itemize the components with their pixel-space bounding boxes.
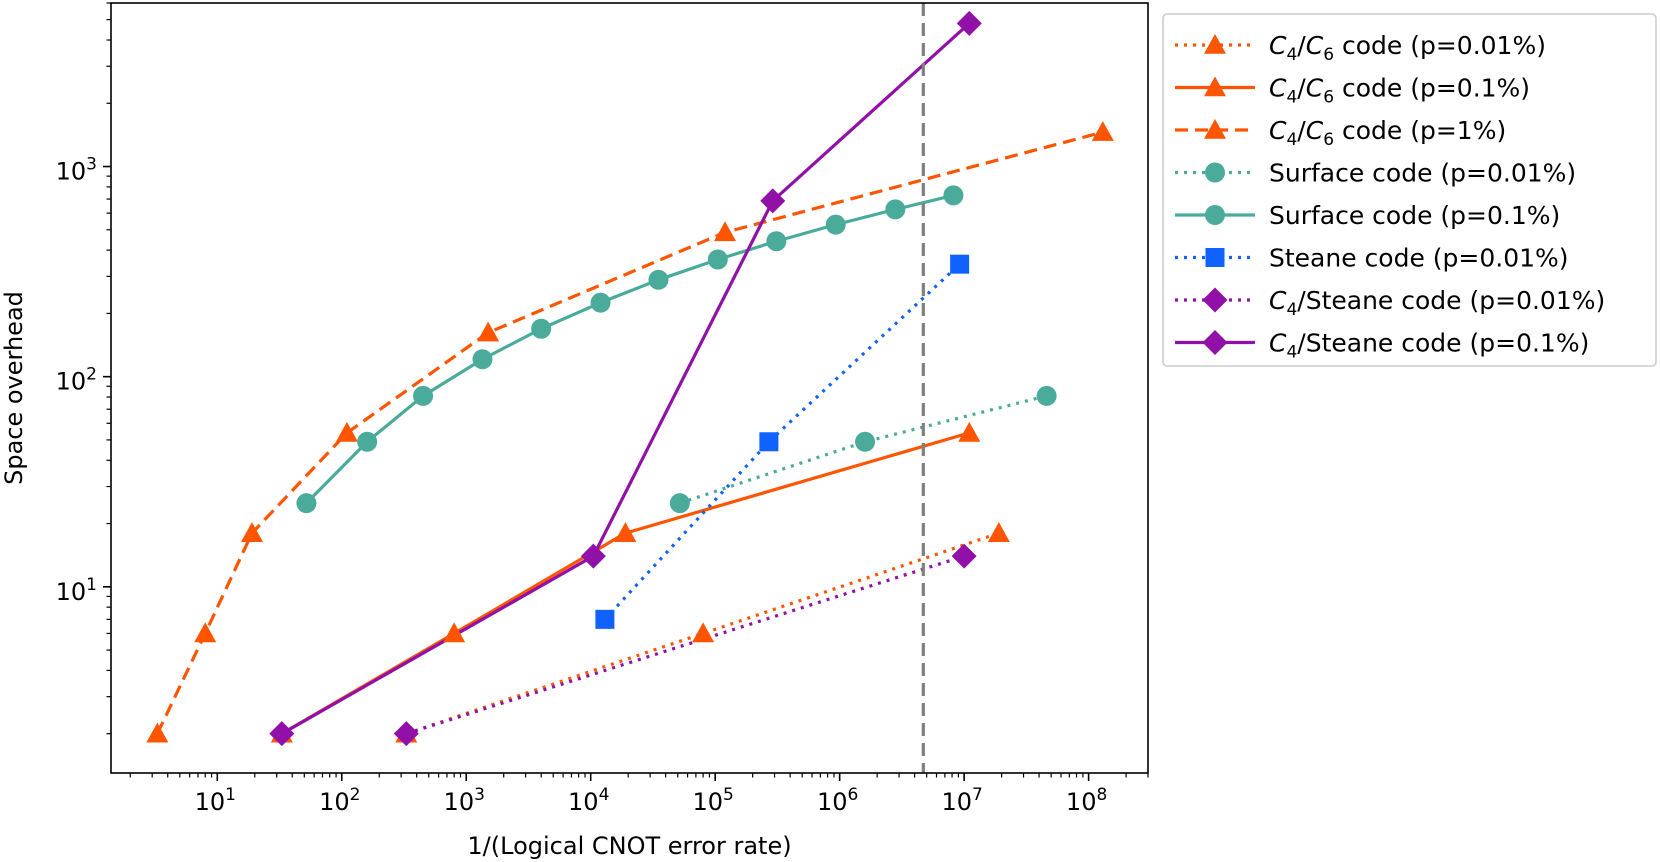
data-point xyxy=(714,221,737,242)
legend-label: C4/C6 code (p=0.01%) xyxy=(1269,31,1546,65)
series-line xyxy=(305,193,954,505)
series-line xyxy=(679,394,1048,505)
data-point xyxy=(335,421,358,442)
data-point xyxy=(760,188,786,214)
data-point xyxy=(766,231,787,252)
legend-label: Surface code (p=0.01%) xyxy=(1269,159,1576,188)
data-point xyxy=(692,622,715,643)
data-point xyxy=(531,318,552,339)
legend-marker xyxy=(1204,119,1226,139)
data-point xyxy=(825,214,846,235)
series-markers-7 xyxy=(269,10,982,747)
data-point xyxy=(1091,121,1114,141)
data-point xyxy=(296,493,317,514)
data-point xyxy=(146,722,169,743)
data-point xyxy=(855,431,876,452)
series-markers-3 xyxy=(669,385,1057,514)
data-point xyxy=(648,269,669,290)
y-axis-label: Space overhead xyxy=(0,291,28,485)
legend-entry: C4/C6 code (p=1%) xyxy=(1175,116,1506,150)
legend-marker xyxy=(1205,248,1225,267)
series-markers-6 xyxy=(393,543,977,747)
x-tick-label: 101 xyxy=(195,785,236,816)
data-point xyxy=(240,522,263,542)
data-point xyxy=(669,493,690,514)
y-tick-label: 103 xyxy=(56,155,97,186)
legend-entry: C4/C6 code (p=0.1%) xyxy=(1175,74,1530,108)
legend-label: Surface code (p=0.1%) xyxy=(1269,201,1560,230)
legend-marker xyxy=(1205,205,1225,225)
data-point xyxy=(393,721,419,747)
y-axis: 101 102 103 xyxy=(56,2,111,735)
legend-entry: Steane code (p=0.01%) xyxy=(1175,244,1569,273)
series-markers-4 xyxy=(296,185,964,514)
series-markers-5 xyxy=(595,254,970,629)
legend-entry: Surface code (p=0.1%) xyxy=(1175,201,1560,230)
legend-marker xyxy=(1205,162,1225,183)
x-tick-label: 106 xyxy=(817,785,858,816)
legend-entry: C4/Steane code (p=0.01%) xyxy=(1175,286,1605,320)
data-point xyxy=(590,292,611,313)
series-3 xyxy=(679,394,1048,505)
legend: C4/C6 code (p=0.01%) C4/C6 code (p=0.1%) C… xyxy=(1162,13,1657,367)
x-tick-label: 105 xyxy=(692,785,733,816)
data-point xyxy=(357,431,378,452)
series-5 xyxy=(603,263,961,621)
legend-entry: Surface code (p=0.01%) xyxy=(1175,159,1576,188)
series-6 xyxy=(405,554,965,736)
legend-frame xyxy=(1162,13,1657,367)
x-tick-label: 102 xyxy=(319,785,360,816)
legend-label: C4/C6 code (p=1%) xyxy=(1269,116,1506,150)
data-point xyxy=(614,522,637,542)
series-line xyxy=(405,554,965,736)
series-7 xyxy=(281,22,971,736)
legend-label: Steane code (p=0.01%) xyxy=(1269,244,1569,273)
legend-label: C4/C6 code (p=0.1%) xyxy=(1269,74,1530,108)
legend-label: C4/Steane code (p=0.1%) xyxy=(1269,329,1589,363)
data-point xyxy=(269,721,295,747)
x-tick-label: 104 xyxy=(568,785,609,816)
legend-marker xyxy=(1202,287,1228,313)
data-point xyxy=(956,10,982,36)
legend-entry: C4/Steane code (p=0.1%) xyxy=(1175,329,1589,363)
data-point xyxy=(707,249,728,270)
y-tick-label: 101 xyxy=(56,575,97,606)
x-tick-label: 108 xyxy=(1066,785,1107,816)
data-point xyxy=(477,321,500,342)
data-point xyxy=(987,522,1010,542)
legend-marker xyxy=(1204,34,1226,54)
legend-entry: C4/C6 code (p=0.01%) xyxy=(1175,31,1546,65)
data-point xyxy=(951,543,977,569)
legend-label: C4/Steane code (p=0.01%) xyxy=(1269,286,1605,320)
x-axis-label: 1/(Logical CNOT error rate) xyxy=(467,832,791,860)
legend-marker xyxy=(1202,330,1228,355)
series-markers-2 xyxy=(146,121,1114,743)
data-point xyxy=(943,185,964,206)
plot-frame xyxy=(110,2,1149,774)
series-4 xyxy=(305,193,954,505)
data-point xyxy=(1036,385,1057,406)
x-tick-label: 103 xyxy=(444,785,485,816)
data-point xyxy=(950,254,970,274)
series-line xyxy=(603,263,961,621)
data-point xyxy=(413,385,434,406)
plot-series xyxy=(146,3,1114,773)
data-point xyxy=(580,543,606,569)
data-point xyxy=(194,622,217,643)
series-line xyxy=(281,22,971,736)
data-point xyxy=(759,432,779,452)
x-tick-label: 107 xyxy=(941,785,982,816)
legend-marker xyxy=(1204,76,1226,97)
data-point xyxy=(958,421,981,442)
y-tick-label: 102 xyxy=(56,365,97,396)
data-point xyxy=(595,609,615,629)
x-axis: 101 102 103 104 105 106 107 108 xyxy=(129,773,1149,816)
data-point xyxy=(472,349,493,370)
data-point xyxy=(443,622,466,643)
data-point xyxy=(885,199,906,220)
